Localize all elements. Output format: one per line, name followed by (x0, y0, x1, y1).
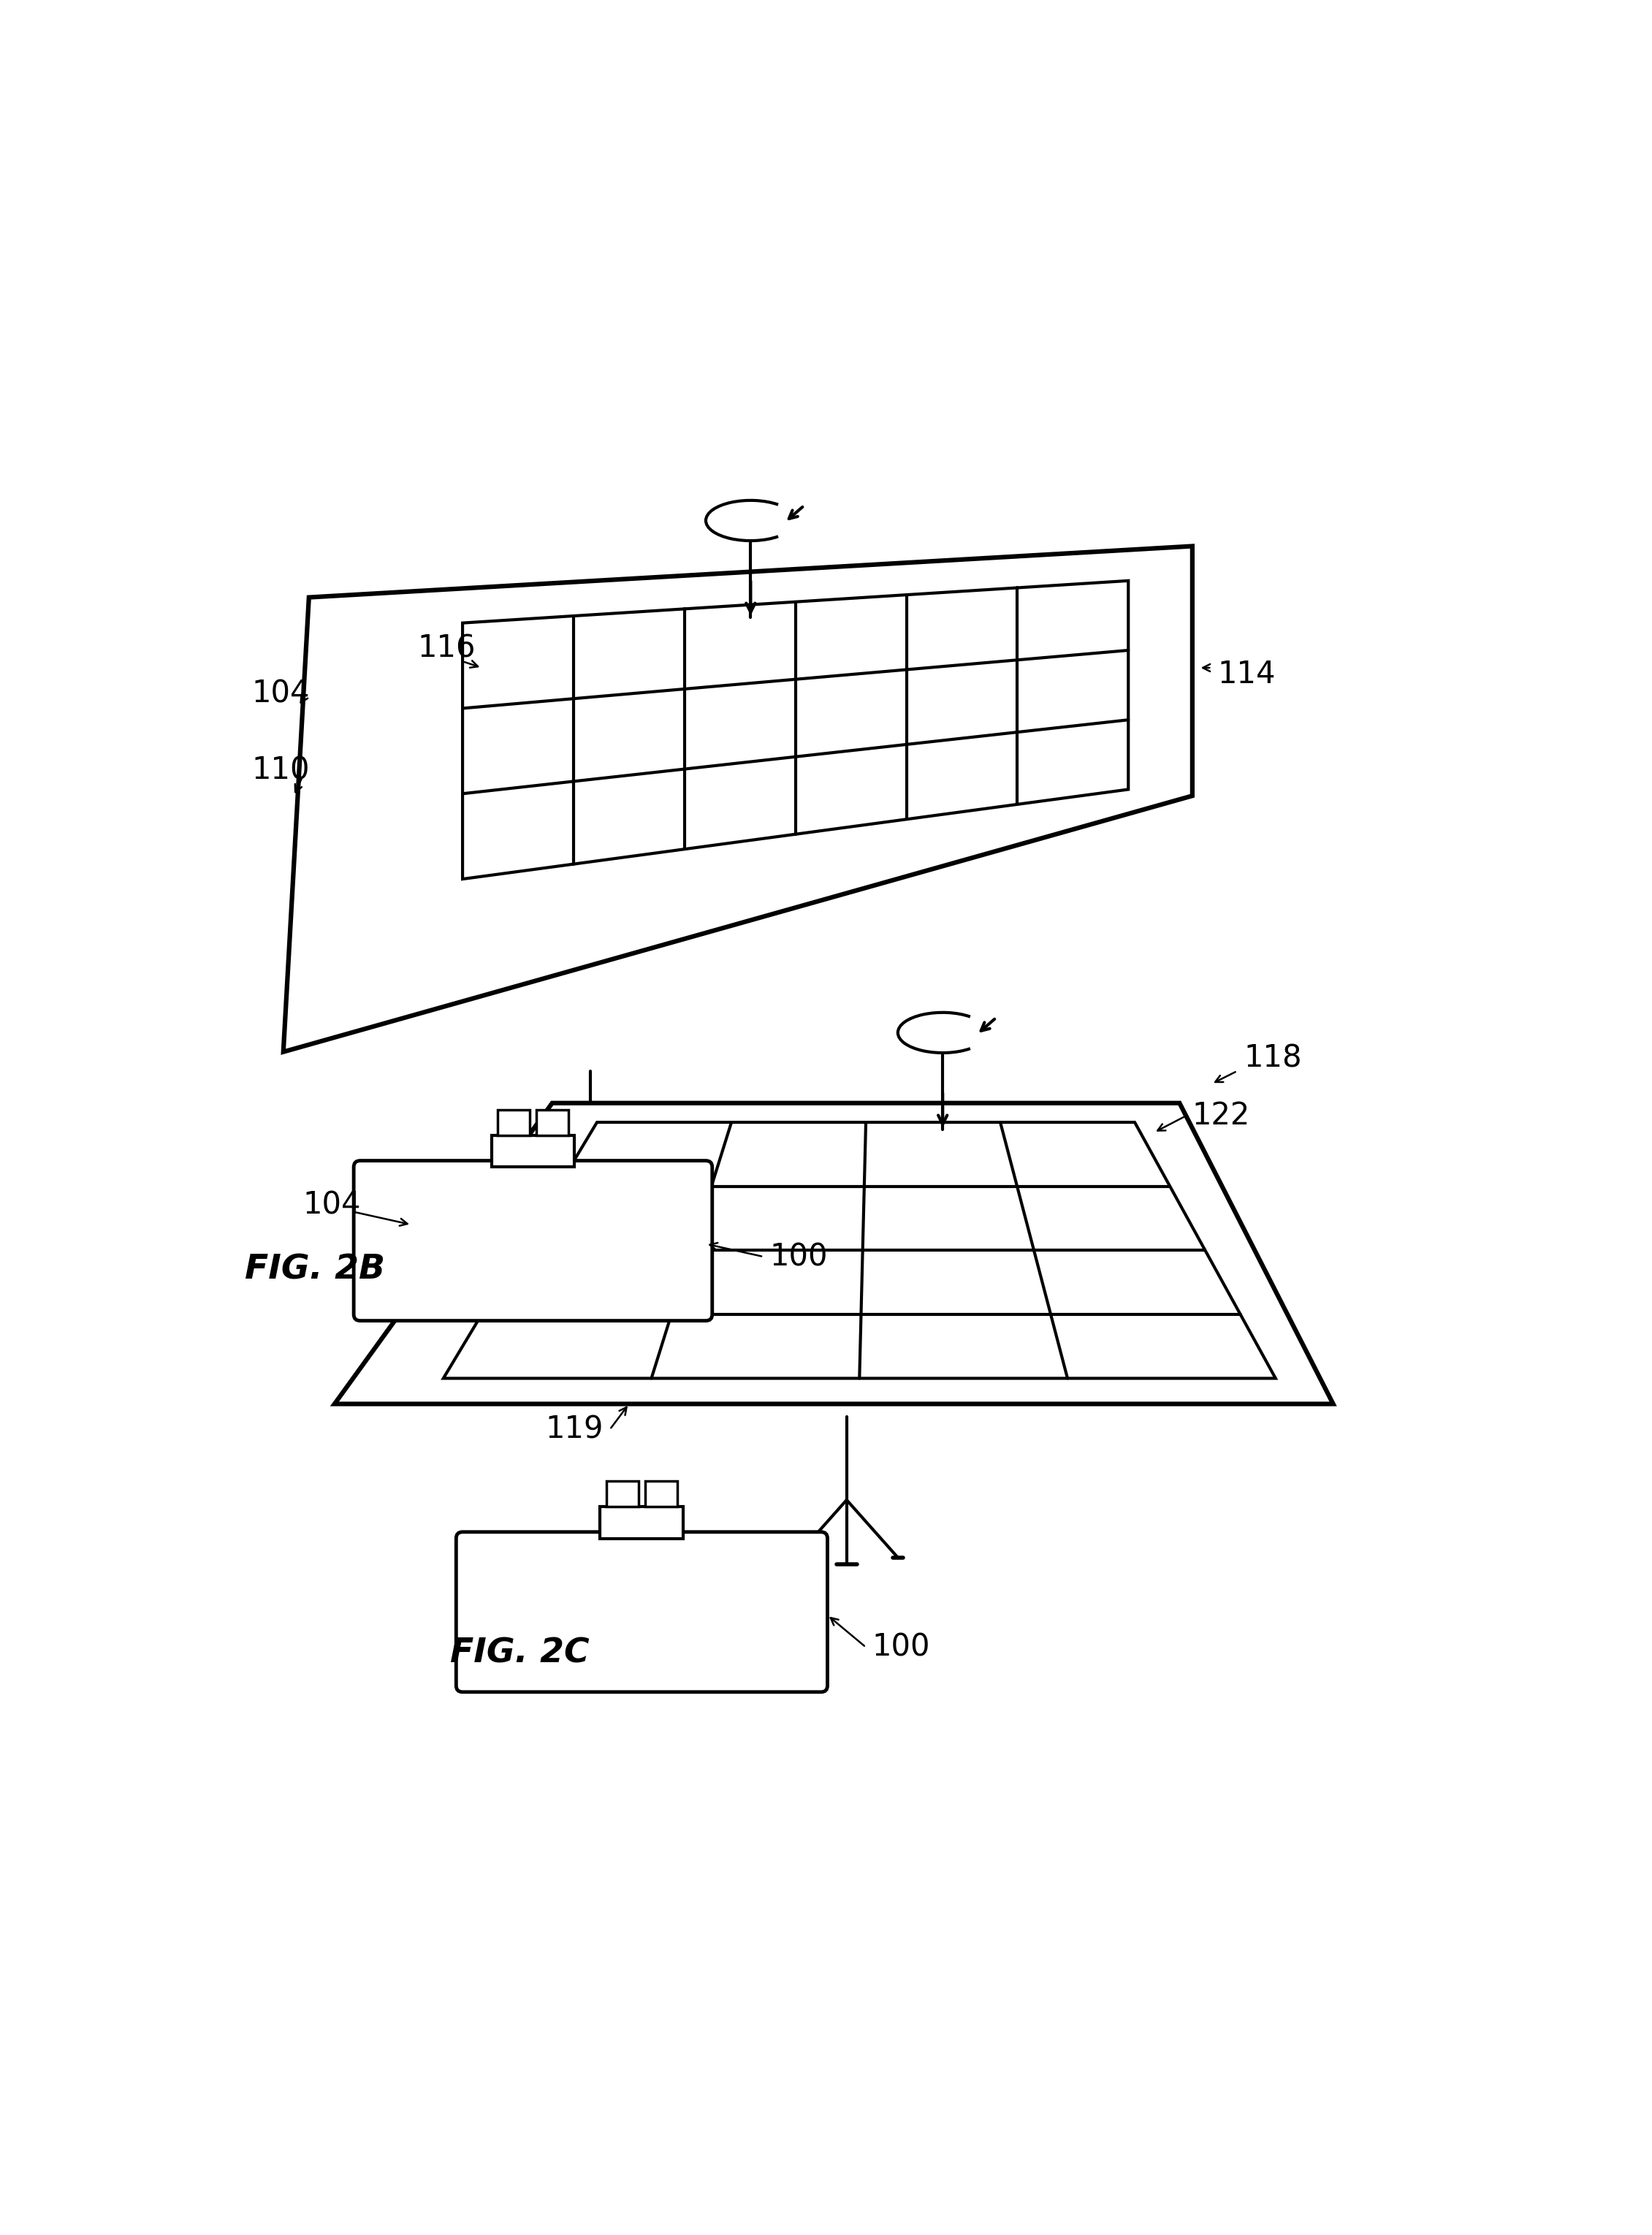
Text: 100: 100 (770, 1240, 828, 1272)
Bar (497, 1109, 530, 1135)
Bar (537, 1109, 568, 1135)
Polygon shape (443, 1122, 1275, 1379)
Text: 100: 100 (872, 1632, 930, 1663)
Polygon shape (334, 1104, 1333, 1404)
Bar (606, 1482, 639, 1506)
Bar (600, 1506, 684, 1538)
Polygon shape (463, 581, 1128, 878)
Text: 116: 116 (418, 633, 476, 664)
Text: 110: 110 (251, 755, 309, 784)
Text: 118: 118 (1244, 1044, 1302, 1073)
Text: FIG. 2C: FIG. 2C (449, 1638, 590, 1670)
Bar (491, 1135, 575, 1167)
FancyBboxPatch shape (354, 1160, 712, 1321)
Text: 114: 114 (1218, 659, 1275, 691)
FancyBboxPatch shape (456, 1531, 828, 1692)
Text: 119: 119 (545, 1415, 603, 1444)
Polygon shape (284, 545, 1193, 1053)
Text: 104: 104 (302, 1191, 360, 1220)
Bar (644, 1482, 677, 1506)
Text: 122: 122 (1193, 1100, 1251, 1131)
Text: FIG. 2B: FIG. 2B (244, 1254, 385, 1285)
Text: 104: 104 (251, 677, 309, 708)
